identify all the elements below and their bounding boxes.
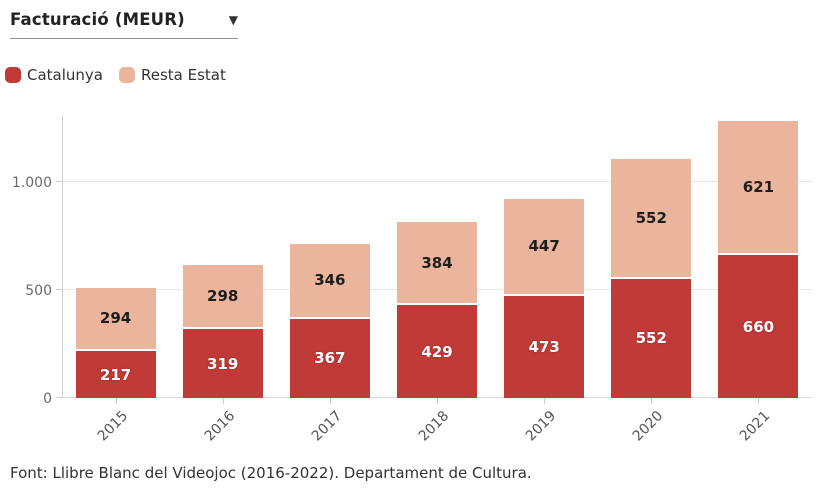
x-axis-tick [544,398,546,404]
x-axis-label: 2021 [737,408,774,445]
stacked-bar-chart: 0 500 1.000 217 294 2015 319 298 2016 367 346 2017 4… [12,115,812,445]
bar-group-2016: 319 298 [182,264,263,398]
bar-value-label: 217 [99,365,132,384]
bar-group-2018: 429 384 [397,222,477,398]
legend-item: Resta Estat [119,66,226,84]
bar-value-label: 660 [742,317,775,336]
gridline [62,180,812,182]
legend-swatch-icon [5,67,21,83]
bar-value-label: 621 [742,178,775,197]
x-axis-label: 2015 [94,408,131,445]
bar-segment-resta-estat: 384 [397,222,477,306]
x-axis-tick [329,398,331,404]
bar-value-label: 346 [314,271,346,290]
legend-item: Catalunya [5,66,103,84]
bar-segment-catalunya: 552 [611,278,692,398]
x-axis-tick [758,398,760,404]
bar-group-2021: 660 621 [718,121,799,398]
bar-segment-catalunya: 217 [75,351,156,398]
x-axis-label: 2017 [308,408,346,445]
bar-segment-resta-estat: 552 [611,159,692,279]
bar-value-label: 552 [635,329,667,348]
x-axis-label: 2018 [415,408,453,445]
bar-segment-catalunya: 429 [397,305,477,398]
bar-value-label: 384 [421,253,453,272]
bar-segment-resta-estat: 298 [182,264,263,330]
bar-segment-catalunya: 367 [289,318,370,398]
y-axis-tick-label: 1.000 [11,174,52,191]
x-axis-label: 2019 [522,408,560,445]
bar-segment-catalunya: 473 [504,295,585,398]
bar-value-label: 429 [421,342,453,361]
bar-segment-resta-estat: 447 [504,199,585,296]
x-axis-tick [222,398,224,404]
y-axis-line [62,115,63,398]
bar-group-2015: 217 294 [75,287,156,398]
bar-segment-resta-estat: 294 [75,287,156,352]
legend-swatch-icon [119,67,135,83]
bar-group-2020: 552 552 [611,159,692,398]
legend-label: Catalunya [27,66,103,84]
y-axis-tick [56,397,62,398]
x-axis-tick [437,398,438,404]
bar-value-label: 298 [207,286,239,305]
y-axis-tick-label: 0 [43,391,52,407]
bar-value-label: 552 [635,209,667,228]
metric-dropdown-label: Facturació (MEUR) [10,10,185,29]
bar-value-label: 447 [528,237,560,256]
legend: Catalunya Resta Estat [5,66,226,84]
x-axis-tick [115,398,117,404]
x-axis-label: 2020 [630,408,667,445]
x-axis-label: 2016 [201,408,239,445]
legend-label: Resta Estat [141,66,226,84]
bar-segment-catalunya: 660 [718,255,799,398]
bar-value-label: 473 [528,337,560,356]
metric-dropdown[interactable]: Facturació (MEUR) ▼ [10,10,238,39]
bar-group-2019: 473 447 [504,199,585,398]
bar-segment-resta-estat: 621 [718,121,799,256]
y-axis-tick [56,180,62,182]
bar-value-label: 319 [207,354,239,373]
y-axis-tick-label: 500 [25,282,52,299]
bar-segment-catalunya: 319 [182,329,263,398]
bar-segment-resta-estat: 346 [289,243,370,319]
bar-group-2017: 367 346 [289,243,370,398]
y-axis-tick [56,288,62,290]
chevron-down-icon: ▼ [228,12,238,27]
bar-value-label: 294 [99,309,132,328]
x-axis-tick [651,398,653,404]
bar-value-label: 367 [314,349,346,368]
source-note: Font: Llibre Blanc del Videojoc (2016-20… [10,464,532,482]
